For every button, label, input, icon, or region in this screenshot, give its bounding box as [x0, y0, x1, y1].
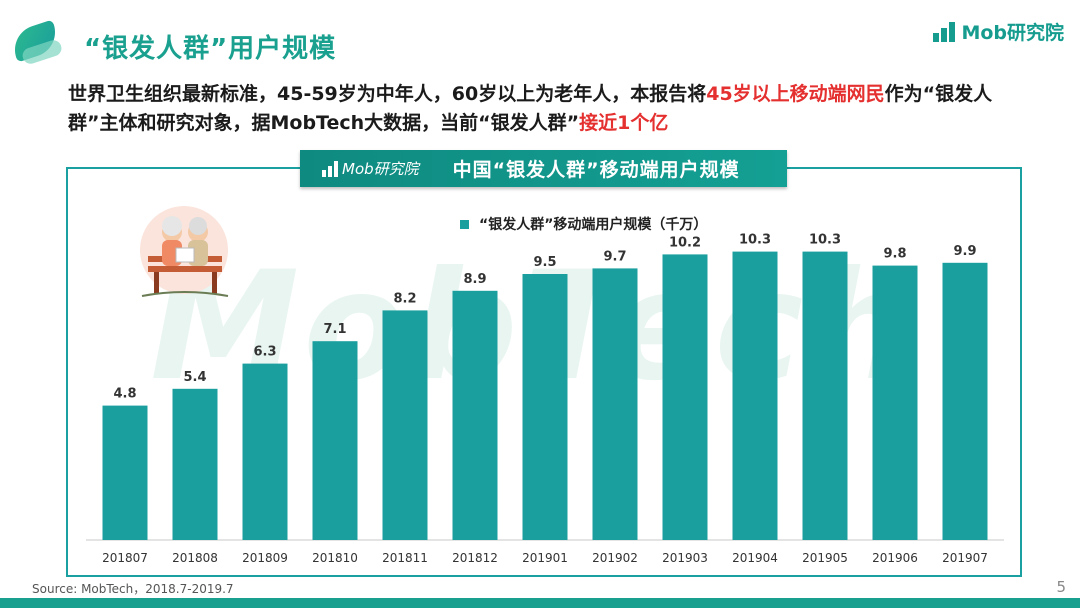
data-label-201901: 9.5 — [533, 255, 556, 270]
data-label-201902: 9.7 — [603, 249, 626, 264]
data-label-201904: 10.3 — [739, 233, 771, 248]
bar-201907 — [942, 262, 988, 540]
data-label-201808: 5.4 — [183, 370, 206, 385]
bar-logo-icon — [933, 21, 956, 42]
chart-legend: “银发人群”移动端用户规模（千万） — [460, 214, 707, 234]
x-tick-label-201811: 201811 — [382, 551, 428, 565]
x-tick-label-201901: 201901 — [522, 551, 568, 565]
subtitle-part1: 世界卫生组织最新标准，45-59岁为中年人，60岁以上为老年人，本报告将 — [68, 83, 707, 105]
source-note: Source: MobTech，2018.7-2019.7 — [32, 582, 234, 596]
legend-swatch — [460, 219, 469, 229]
x-tick-label-201904: 201904 — [732, 551, 778, 565]
panel-bar-logo-icon — [322, 160, 338, 177]
x-tick-label-201812: 201812 — [452, 551, 498, 565]
bar-201904 — [732, 251, 778, 540]
legend-label: “银发人群”移动端用户规模（千万） — [479, 217, 708, 233]
x-tick-label-201808: 201808 — [172, 551, 218, 565]
data-label-201903: 10.2 — [669, 235, 701, 250]
x-tick-label-201809: 201809 — [242, 551, 288, 565]
data-label-201809: 6.3 — [253, 345, 276, 360]
bar-201905 — [802, 251, 848, 540]
x-tick-label-201810: 201810 — [312, 551, 358, 565]
x-tick-label-201907: 201907 — [942, 551, 988, 565]
footer-bar — [0, 598, 1080, 608]
x-tick-label-201903: 201903 — [662, 551, 708, 565]
x-tick-label-201906: 201906 — [872, 551, 918, 565]
bar-201902 — [592, 268, 638, 540]
data-label-201810: 7.1 — [323, 322, 346, 337]
x-tick-label-201902: 201902 — [592, 551, 638, 565]
data-label-201812: 8.9 — [463, 272, 486, 287]
panel-logo: Mob研究院 — [322, 158, 419, 179]
brand-logo: Mob研究院 — [933, 18, 1064, 45]
chart-panel-header: Mob研究院 中国“银发人群”移动端用户规模 — [300, 150, 787, 187]
data-label-201905: 10.3 — [809, 233, 841, 248]
bar-201901 — [522, 274, 568, 540]
bar-201903 — [662, 254, 708, 540]
bar-201811 — [382, 310, 428, 540]
data-label-201811: 8.2 — [393, 291, 416, 306]
x-tick-label-201905: 201905 — [802, 551, 848, 565]
bar-201906 — [872, 265, 918, 540]
subtitle-highlight2: 接近1个亿 — [579, 112, 669, 134]
subtitle-highlight1: 45岁以上移动端网民 — [706, 83, 885, 105]
subtitle: 世界卫生组织最新标准，45-59岁为中年人，60岁以上为老年人，本报告将45岁以… — [68, 80, 1028, 138]
chart-title: 中国“银发人群”移动端用户规模 — [452, 159, 740, 181]
data-label-201906: 9.8 — [883, 247, 906, 262]
data-label-201807: 4.8 — [113, 387, 136, 402]
brand-name: Mob研究院 — [961, 22, 1064, 44]
x-tick-label-201807: 201807 — [102, 551, 148, 565]
bar-201807 — [102, 405, 148, 540]
data-label-201907: 9.9 — [953, 244, 976, 259]
page-number: 5 — [1056, 578, 1066, 596]
subtitle-part2: 作为“银发人群”主体和研究对象，据MobTech大数据，当前“银发人群” — [68, 83, 993, 134]
page-title: “银发人群”用户规模 — [84, 34, 337, 64]
bar-201809 — [242, 363, 288, 540]
bar-201810 — [312, 341, 358, 540]
elderly-couple-illustration — [132, 204, 242, 300]
bar-201808 — [172, 388, 218, 540]
panel-logo-text: Mob研究院 — [342, 160, 419, 178]
bar-201812 — [452, 290, 498, 540]
